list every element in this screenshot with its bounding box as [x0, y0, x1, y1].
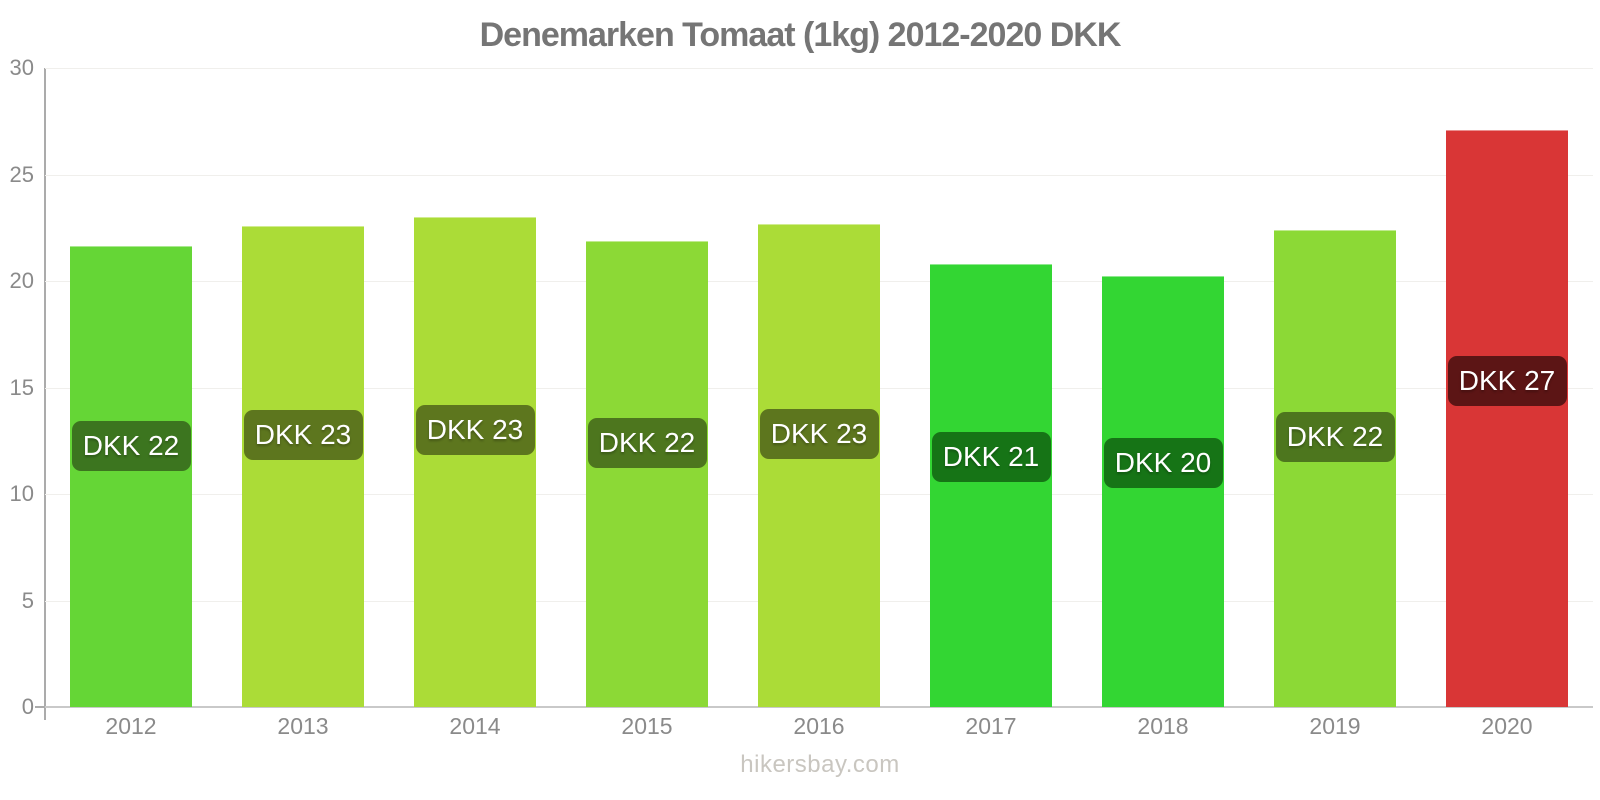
value-badge-2014: DKK 23: [415, 405, 535, 456]
bar-2013[interactable]: [242, 225, 364, 707]
y-axis-label-0: 0: [21, 694, 34, 719]
bar-2015[interactable]: [586, 240, 708, 707]
plot-area: DKK 22 DKK 23 DKK 23 DKK 22 DKK 23 DKK 21 DKK …: [45, 68, 1593, 708]
y-axis-label-15: 15: [9, 374, 34, 400]
bar-2012[interactable]: [70, 245, 192, 707]
bar-2020[interactable]: [1446, 129, 1568, 707]
value-badge-2013: DKK 23: [243, 410, 363, 461]
bar-2014[interactable]: [414, 217, 536, 707]
y-axis-label-10: 10: [9, 481, 34, 506]
value-badge-2012: DKK 22: [71, 421, 191, 472]
value-badge-2015: DKK 22: [587, 418, 707, 469]
y-axis-label-30: 30: [9, 55, 34, 80]
bar-2019[interactable]: [1274, 229, 1396, 707]
x-axis-baseline: [45, 706, 1593, 708]
watermark-text: hikersbay.com: [740, 751, 900, 778]
value-badge-2016: DKK 23: [759, 408, 879, 459]
y-axis-label-5: 5: [21, 587, 34, 613]
bar-2016[interactable]: [758, 223, 880, 707]
value-badge-2017: DKK 21: [931, 431, 1051, 482]
chart-title: Denemarken Tomaat (1kg) 2012-2020 DKK: [479, 16, 1122, 54]
x-axis-label-2016: 2016: [793, 713, 845, 739]
gridline-25: [45, 174, 1593, 176]
x-axis-label-2014: 2014: [449, 713, 501, 739]
x-axis-label-2012: 2012: [105, 713, 157, 739]
x-axis-label-2018: 2018: [1137, 713, 1189, 739]
x-axis-label-2020: 2020: [1481, 713, 1533, 739]
bar-2018[interactable]: [1102, 275, 1224, 707]
x-axis-label-2015: 2015: [621, 713, 673, 739]
y-axis-label-25: 25: [9, 161, 34, 187]
x-axis-label-2013: 2013: [277, 713, 329, 739]
y-axis-zero-tick: [35, 706, 45, 708]
value-badge-2020: DKK 27: [1447, 355, 1567, 406]
x-axis-label-2019: 2019: [1309, 713, 1361, 739]
y-axis-label-20: 20: [9, 268, 34, 293]
gridline-30: [45, 68, 1593, 69]
value-badge-2019: DKK 22: [1275, 412, 1395, 463]
bar-2017[interactable]: [930, 263, 1052, 707]
x-axis-label-2017: 2017: [965, 713, 1017, 739]
value-badge-2018: DKK 20: [1103, 438, 1223, 489]
y-axis-line: [44, 68, 46, 720]
